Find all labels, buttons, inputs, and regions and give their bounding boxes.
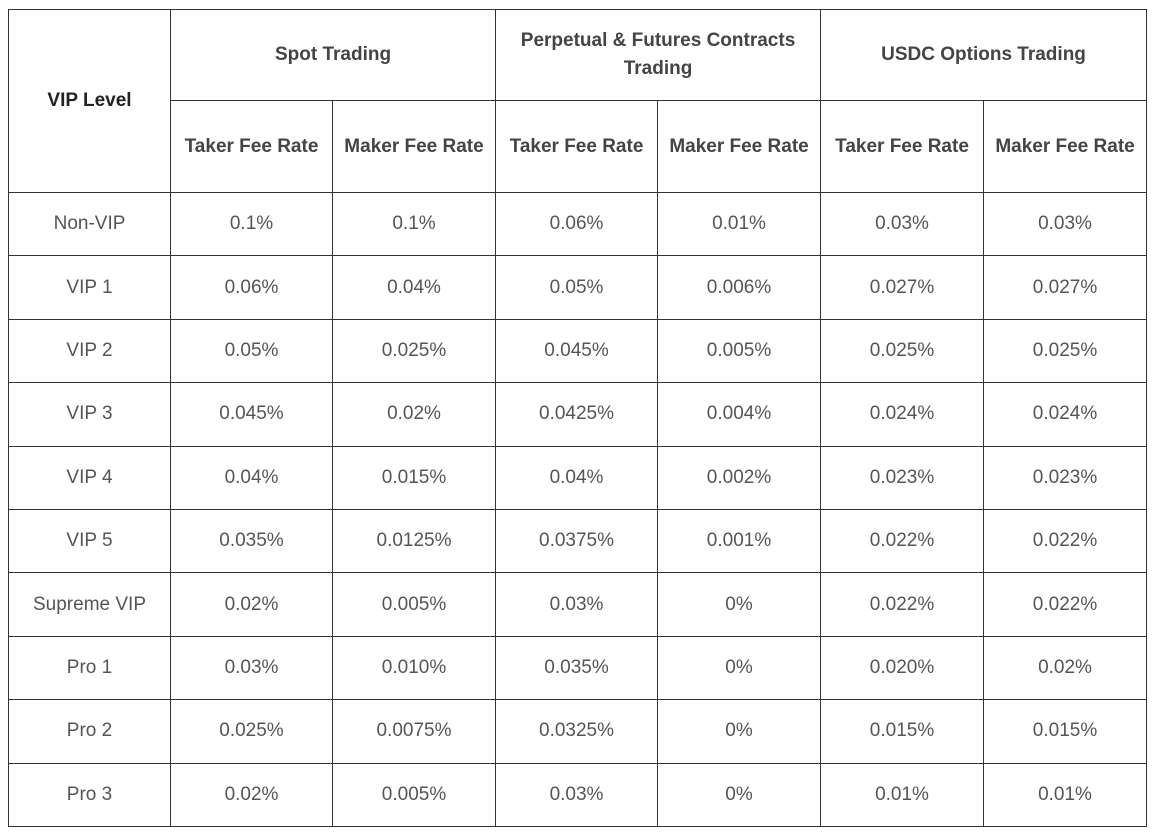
perp-maker-cell: 0.01%: [657, 191, 822, 257]
spot-taker-cell: 0.045%: [170, 382, 333, 447]
options-maker-cell: 0.02%: [983, 635, 1148, 701]
spot-maker-cell: 0.005%: [331, 572, 497, 637]
spot-maker-cell: 0.1%: [331, 191, 497, 257]
vip-level-cell: Pro 2: [8, 699, 171, 764]
options-taker-cell: 0.023%: [820, 445, 985, 510]
perp-taker-cell: 0.0425%: [495, 382, 659, 447]
options-taker-cell: 0.03%: [820, 191, 985, 257]
options-maker-cell: 0.01%: [983, 762, 1148, 827]
spot-taker-cell: 0.025%: [170, 699, 333, 764]
table-row: Pro 2 0.025% 0.0075% 0.0325% 0% 0.015% 0.015%: [8, 699, 1148, 764]
options-maker-cell: 0.015%: [983, 699, 1148, 764]
spot-taker-cell: 0.05%: [170, 318, 333, 384]
spot-maker-cell: 0.02%: [331, 382, 497, 447]
perp-maker-cell: 0.005%: [657, 318, 822, 384]
table-row: VIP 2 0.05% 0.025% 0.045% 0.005% 0.025% 0.025%: [8, 318, 1148, 384]
perp-maker-cell: 0.006%: [657, 255, 822, 320]
perp-maker-cell: 0%: [657, 762, 822, 827]
spot-maker-cell: 0.04%: [331, 255, 497, 320]
spot-maker-cell: 0.025%: [331, 318, 497, 384]
perp-taker-header: Taker Fee Rate: [495, 100, 659, 193]
options-maker-cell: 0.025%: [983, 318, 1148, 384]
perp-taker-cell: 0.03%: [495, 572, 659, 637]
header-sub-row: Taker Fee Rate Maker Fee Rate Taker Fee …: [9, 100, 1148, 193]
perp-taker-cell: 0.035%: [495, 635, 659, 701]
header-group-row: VIP Level Spot Trading Perpetual & Futur…: [8, 9, 1148, 193]
options-taker-cell: 0.027%: [820, 255, 985, 320]
spot-taker-cell: 0.02%: [170, 762, 333, 827]
table-row: VIP 3 0.045% 0.02% 0.0425% 0.004% 0.024% 0.024…: [8, 382, 1148, 447]
table-row: VIP 4 0.04% 0.015% 0.04% 0.002% 0.023% 0.023%: [8, 445, 1148, 510]
spot-taker-cell: 0.1%: [170, 191, 333, 257]
options-taker-cell: 0.020%: [820, 635, 985, 701]
spot-maker-cell: 0.0125%: [331, 508, 497, 574]
spot-taker-cell: 0.035%: [170, 508, 333, 574]
perp-maker-header: Maker Fee Rate: [657, 100, 822, 193]
spot-taker-cell: 0.06%: [170, 255, 333, 320]
spot-taker-cell: 0.03%: [170, 635, 333, 701]
table-row: Supreme VIP 0.02% 0.005% 0.03% 0% 0.022% 0.022…: [8, 572, 1148, 637]
fee-rate-table: VIP Level Spot Trading Perpetual & Futur…: [8, 9, 1148, 827]
perp-maker-cell: 0.001%: [657, 508, 822, 574]
perp-maker-cell: 0%: [657, 699, 822, 764]
options-maker-cell: 0.03%: [983, 191, 1148, 257]
options-taker-cell: 0.015%: [820, 699, 985, 764]
perp-taker-cell: 0.05%: [495, 255, 659, 320]
options-maker-cell: 0.024%: [983, 382, 1148, 447]
perp-taker-cell: 0.03%: [495, 762, 659, 827]
perp-taker-cell: 0.06%: [495, 191, 659, 257]
options-maker-cell: 0.022%: [983, 508, 1148, 574]
vip-level-cell: VIP 3: [8, 382, 171, 447]
options-taker-cell: 0.025%: [820, 318, 985, 384]
perp-maker-cell: 0%: [657, 635, 822, 701]
vip-level-cell: Supreme VIP: [8, 572, 171, 637]
vip-level-cell: Non-VIP: [8, 191, 171, 257]
spot-trading-header: Spot Trading: [169, 9, 497, 101]
table-row: Non-VIP 0.1% 0.1% 0.06% 0.01% 0.03% 0.03%: [8, 191, 1148, 257]
vip-level-cell: Pro 1: [8, 635, 171, 701]
vip-level-cell: VIP 5: [8, 508, 171, 574]
options-maker-cell: 0.027%: [983, 255, 1148, 320]
options-maker-cell: 0.022%: [983, 572, 1148, 637]
options-maker-header: Maker Fee Rate: [983, 100, 1148, 193]
perp-taker-cell: 0.0325%: [495, 699, 659, 764]
vip-level-cell: Pro 3: [8, 762, 171, 827]
options-taker-header: Taker Fee Rate: [820, 100, 985, 193]
options-taker-cell: 0.022%: [820, 508, 985, 574]
perpetual-futures-header: Perpetual & Futures Contracts Trading: [495, 9, 822, 101]
perp-maker-cell: 0.002%: [657, 445, 822, 510]
spot-taker-cell: 0.04%: [170, 445, 333, 510]
perp-taker-cell: 0.0375%: [495, 508, 659, 574]
options-taker-cell: 0.022%: [820, 572, 985, 637]
vip-level-cell: VIP 1: [8, 255, 171, 320]
spot-maker-cell: 0.005%: [331, 762, 497, 827]
spot-maker-cell: 0.0075%: [331, 699, 497, 764]
table-row: Pro 3 0.02% 0.005% 0.03% 0% 0.01% 0.01%: [8, 762, 1148, 827]
spot-maker-cell: 0.010%: [331, 635, 497, 701]
perp-taker-cell: 0.045%: [495, 318, 659, 384]
table-row: Pro 1 0.03% 0.010% 0.035% 0% 0.020% 0.02%: [8, 635, 1148, 701]
spot-taker-header: Taker Fee Rate: [170, 100, 333, 193]
table-row: VIP 1 0.06% 0.04% 0.05% 0.006% 0.027% 0.027%: [8, 255, 1148, 320]
options-maker-cell: 0.023%: [983, 445, 1148, 510]
spot-maker-cell: 0.015%: [331, 445, 497, 510]
usdc-options-header: USDC Options Trading: [820, 9, 1148, 101]
spot-taker-cell: 0.02%: [170, 572, 333, 637]
options-taker-cell: 0.01%: [820, 762, 985, 827]
table-row: VIP 5 0.035% 0.0125% 0.0375% 0.001% 0.022% 0.0…: [8, 508, 1148, 574]
options-taker-cell: 0.024%: [820, 382, 985, 447]
perp-taker-cell: 0.04%: [495, 445, 659, 510]
perp-maker-cell: 0.004%: [657, 382, 822, 447]
fee-table-body: Non-VIP 0.1% 0.1% 0.06% 0.01% 0.03% 0.03% VIP 1…: [8, 191, 1148, 827]
vip-level-header: VIP Level: [8, 9, 171, 193]
spot-maker-header: Maker Fee Rate: [331, 100, 497, 193]
perp-maker-cell: 0%: [657, 572, 822, 637]
vip-level-cell: VIP 4: [8, 445, 171, 510]
vip-level-cell: VIP 2: [8, 318, 171, 384]
